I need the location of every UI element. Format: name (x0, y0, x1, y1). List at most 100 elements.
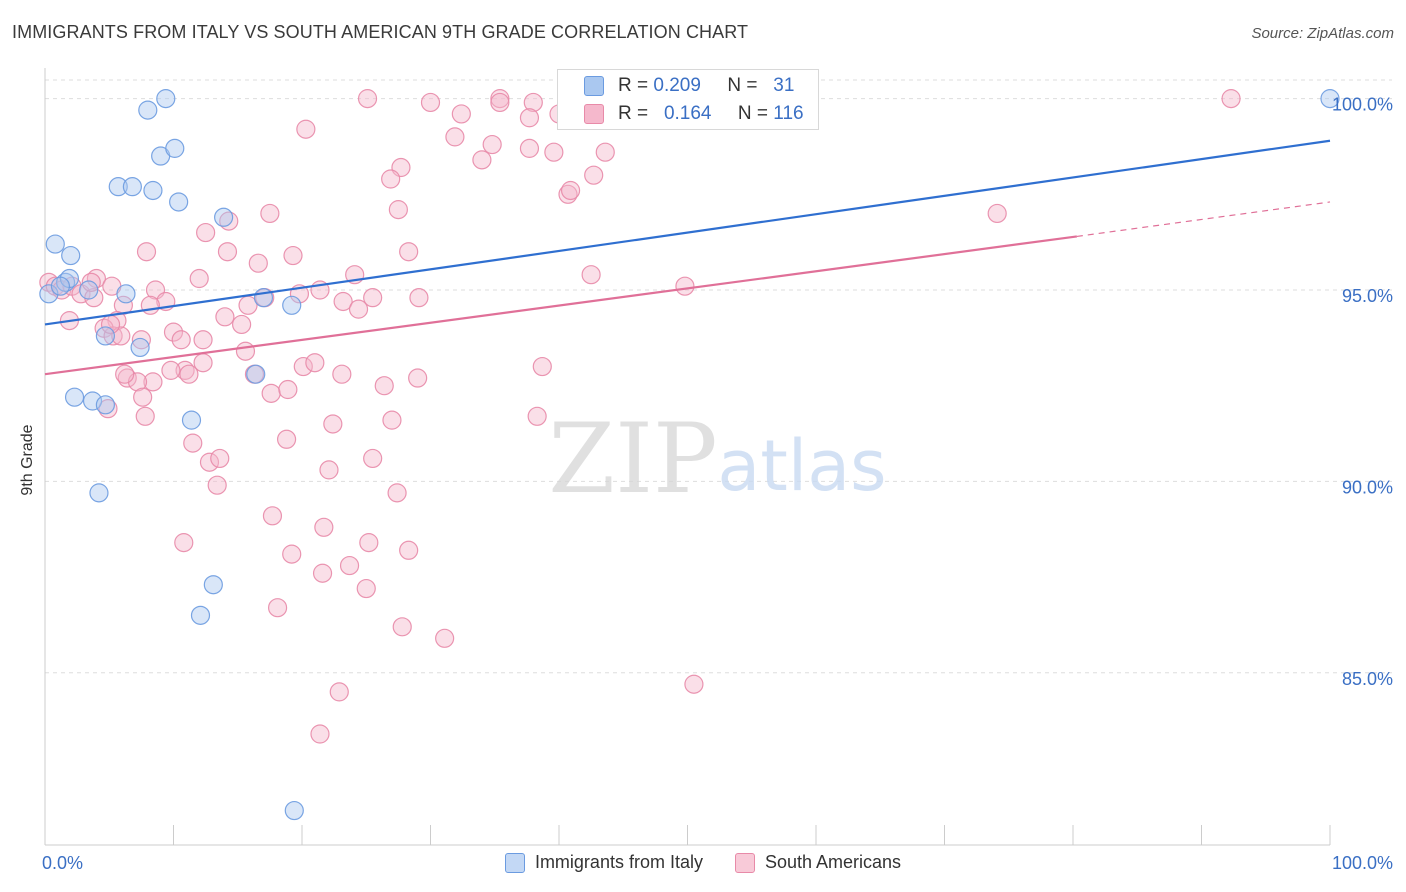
data-point (1221, 89, 1241, 109)
data-point (519, 138, 540, 158)
watermark-atlas: atlas (717, 425, 886, 507)
y-tick-label: 90.0% (1342, 477, 1393, 497)
data-point (490, 92, 510, 113)
data-point (215, 307, 235, 327)
data-point (163, 322, 184, 342)
data-point (79, 280, 99, 300)
data-point (323, 414, 343, 434)
data-point (131, 330, 151, 350)
data-point (519, 108, 540, 128)
data-point (174, 533, 194, 553)
data-point (296, 119, 316, 139)
data-point (50, 276, 71, 296)
data-point (445, 127, 465, 147)
data-point (544, 142, 564, 162)
data-point (169, 192, 189, 212)
data-point (95, 326, 115, 346)
data-point (190, 605, 211, 625)
trend-lines (44, 139, 1331, 376)
data-point (332, 364, 352, 384)
data-point (409, 288, 429, 308)
bottom-legend: Immigrants from Italy South Americans (0, 852, 1406, 873)
data-point (161, 360, 181, 380)
trend-line-south-americans-extension (1076, 201, 1331, 238)
data-point (399, 242, 419, 262)
data-point (143, 180, 163, 201)
data-point (196, 222, 216, 243)
data-point (381, 169, 401, 189)
n-value: 31 (773, 75, 795, 96)
data-point (684, 674, 704, 694)
data-point (451, 104, 471, 124)
data-point (282, 544, 302, 564)
data-point (122, 177, 142, 197)
data-point (408, 368, 428, 388)
watermark-zip: ZIP (548, 403, 717, 515)
legend-item-south-americans: South Americans (734, 852, 901, 873)
data-point (356, 578, 376, 599)
data-point (261, 383, 281, 403)
data-point (584, 165, 604, 185)
data-point (267, 598, 288, 618)
data-point (214, 207, 234, 227)
data-point (363, 288, 383, 308)
data-point (374, 376, 394, 396)
x-tick-label: 0.0% (42, 853, 83, 873)
data-point (357, 89, 378, 109)
data-point (319, 460, 339, 480)
tick-labels: 100.0% 95.0% 90.0% 85.0% 0.0% 100.0% (42, 95, 1393, 873)
data-point (136, 242, 157, 262)
data-point (595, 142, 615, 162)
data-point (181, 410, 202, 430)
data-point (482, 134, 502, 155)
data-point (45, 234, 65, 254)
data-point (248, 253, 268, 273)
data-point (175, 360, 195, 380)
legend-swatch-south-americans (734, 852, 755, 873)
data-point (339, 555, 360, 576)
data-point (86, 268, 107, 289)
legend-label-italy: Immigrants from Italy (534, 852, 703, 872)
data-point (130, 337, 150, 358)
data-point (348, 299, 369, 319)
data-point (262, 506, 283, 526)
data-point (156, 89, 176, 109)
data-point (235, 341, 256, 361)
data-point (312, 563, 333, 583)
data-point (95, 395, 115, 415)
data-point (61, 245, 81, 266)
n-label: N = (737, 103, 769, 124)
data-point (388, 200, 408, 220)
data-point (382, 410, 402, 430)
legend-swatch-italy (504, 852, 525, 873)
data-point (143, 372, 163, 392)
data-point (333, 291, 353, 312)
data-point (581, 265, 601, 285)
data-point (399, 540, 419, 560)
data-point (219, 211, 239, 231)
data-point (199, 452, 220, 472)
data-point (207, 475, 227, 495)
data-point (560, 180, 581, 201)
r-value: 0.209 (653, 75, 701, 96)
data-point (283, 245, 303, 266)
data-point (260, 203, 280, 224)
data-point (359, 533, 379, 553)
data-point (246, 364, 266, 384)
data-point (305, 353, 325, 373)
data-point (232, 314, 252, 335)
data-point (435, 628, 455, 648)
stats-legend-box: R = 0.209 N = 31 R = 0.164 N = 116 (557, 69, 819, 130)
y-tick-label: 95.0% (1342, 286, 1393, 306)
data-point (329, 682, 349, 702)
south-americans-swatch (584, 104, 604, 124)
data-point (171, 330, 191, 350)
legend-item-italy: Immigrants from Italy (504, 852, 703, 873)
data-point (310, 724, 330, 744)
data-point (115, 364, 135, 384)
data-point (89, 483, 109, 503)
data-point (282, 295, 302, 315)
data-point (293, 356, 313, 377)
data-point (133, 387, 153, 407)
data-point (472, 150, 492, 170)
